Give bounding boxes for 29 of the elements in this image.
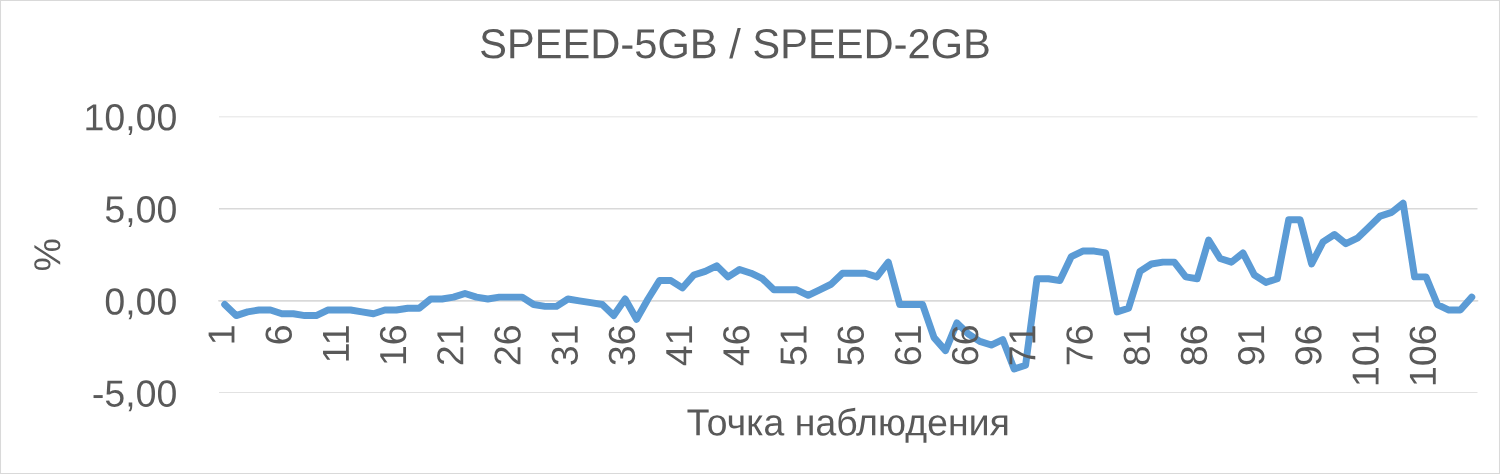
x-tick-label: 1	[208, 326, 235, 343]
chart-title: SPEED-5GB / SPEED-2GB	[481, 27, 989, 59]
y-tick-label: 10,00	[86, 104, 176, 135]
x-tick-label: 101	[1352, 326, 1379, 385]
x-tick-label: 26	[494, 326, 521, 365]
x-tick-label: 76	[1066, 326, 1093, 365]
x-tick-label: 46	[723, 326, 750, 366]
x-tick-label: 41	[666, 326, 693, 366]
x-tick-label: 91	[1237, 326, 1265, 365]
x-tick-label: 66	[951, 326, 979, 365]
x-tick-label: 11	[323, 326, 349, 361]
x-tick-label: 51	[780, 326, 807, 365]
x-tick-label: 36	[608, 326, 636, 365]
x-tick-label: 81	[1123, 326, 1151, 365]
x-tick-label: 56	[837, 326, 865, 365]
x-tick-label: 6	[265, 326, 292, 344]
x-axis-title: Точка наблюдения	[687, 407, 1008, 443]
y-tick-label: 5,00	[105, 196, 176, 228]
x-tick-label: 31	[551, 326, 579, 365]
y-tick-label: -5,00	[93, 380, 176, 412]
x-tick-label: 61	[894, 326, 922, 365]
x-tick-label: 86	[1180, 326, 1208, 365]
y-tick-label: 0,00	[105, 288, 176, 320]
y-axis-title: %	[34, 239, 61, 271]
x-tick-label: 21	[437, 326, 464, 365]
x-tick-label: 71	[1009, 326, 1036, 365]
x-tick-label: 106	[1409, 326, 1437, 385]
x-tick-label: 96	[1295, 326, 1322, 365]
x-tick-label: 16	[379, 326, 407, 364]
